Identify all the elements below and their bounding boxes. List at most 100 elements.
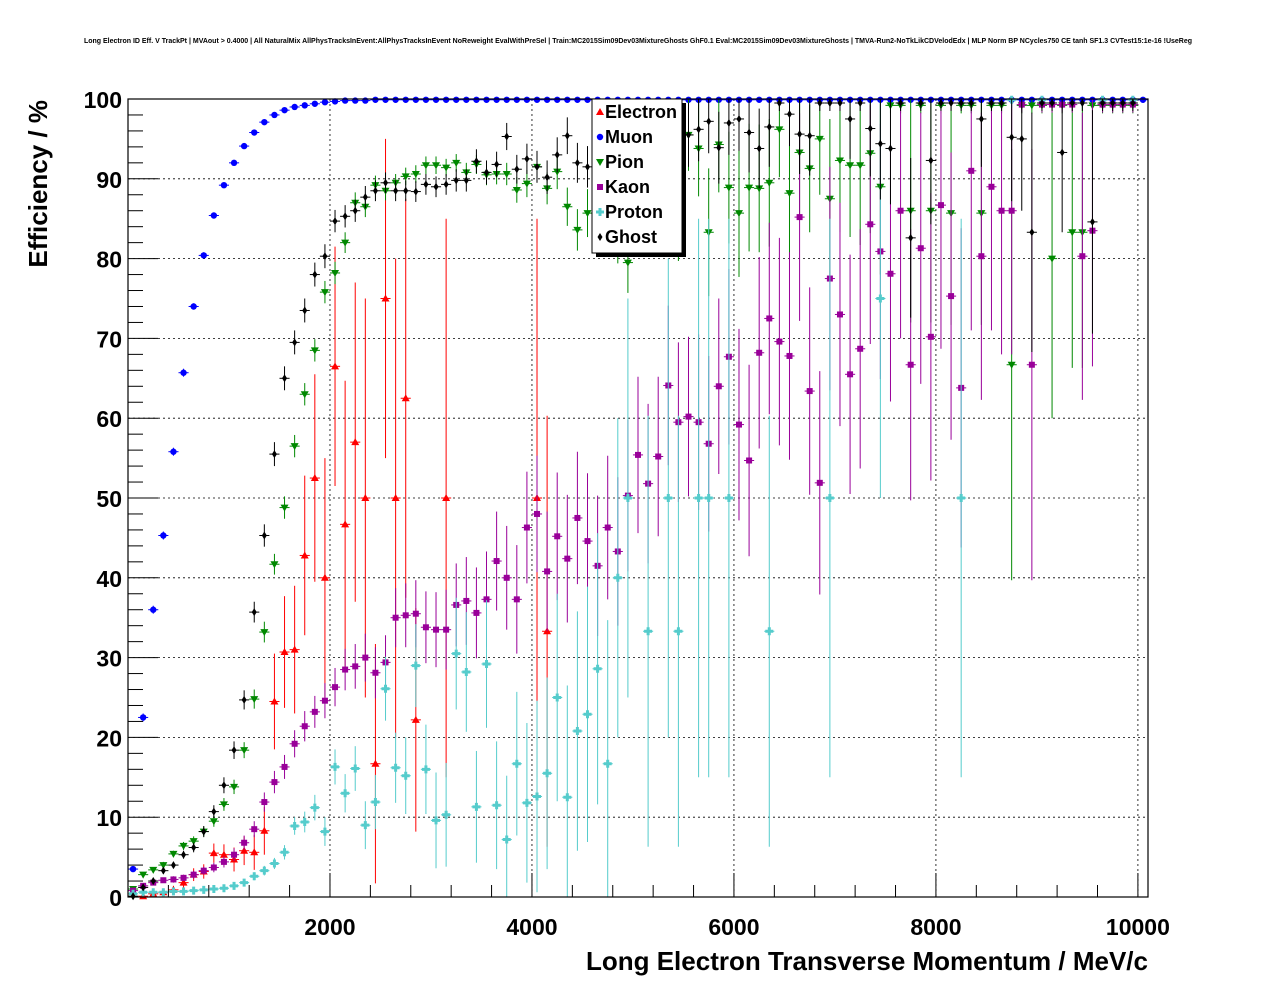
data-point <box>198 825 209 838</box>
x-tick-label: 10000 <box>1106 914 1170 940</box>
data-point <box>340 380 351 668</box>
data-point <box>441 218 452 778</box>
marker <box>382 96 389 103</box>
marker <box>310 803 319 812</box>
marker <box>159 862 168 870</box>
data-point <box>269 553 280 575</box>
data-point <box>1077 98 1088 111</box>
marker <box>715 383 722 390</box>
data-point <box>824 218 835 778</box>
marker <box>179 842 188 850</box>
data-point <box>572 451 583 585</box>
marker <box>1068 229 1077 237</box>
y-tick-label: 10 <box>96 805 122 831</box>
data-point <box>228 741 240 759</box>
marker <box>331 762 340 771</box>
y-tick-label: 20 <box>96 725 122 751</box>
data-point <box>723 99 734 155</box>
marker <box>421 162 430 170</box>
marker <box>320 289 329 297</box>
data-point <box>249 601 260 623</box>
x-axis-title: Long Electron Transverse Momentum / MeV/… <box>586 946 1148 976</box>
data-point <box>269 111 280 119</box>
marker <box>371 759 380 767</box>
marker <box>310 347 319 355</box>
marker <box>300 551 309 559</box>
data-point <box>713 111 724 184</box>
data-point <box>430 96 442 103</box>
marker <box>432 816 441 825</box>
marker <box>402 612 409 619</box>
marker <box>593 664 602 673</box>
marker <box>331 98 339 105</box>
marker <box>411 715 420 723</box>
data-point <box>420 96 431 103</box>
data-point <box>804 99 815 176</box>
data-point <box>895 99 906 339</box>
marker <box>857 345 864 352</box>
x-tick-label: 2000 <box>304 914 355 940</box>
data-point <box>148 877 159 886</box>
data-point <box>329 667 341 707</box>
marker <box>512 759 521 768</box>
marker <box>179 887 188 896</box>
legend-label: Muon <box>605 127 653 147</box>
marker <box>533 792 542 801</box>
marker <box>392 614 399 621</box>
data-point <box>168 447 179 456</box>
data-point <box>754 257 765 449</box>
data-point <box>380 172 391 194</box>
marker <box>402 96 409 103</box>
data-point <box>703 218 714 778</box>
data-point <box>1117 98 1128 111</box>
marker <box>554 533 561 540</box>
data-point <box>188 870 199 879</box>
data-point <box>1097 98 1108 111</box>
marker <box>250 696 259 704</box>
data-point <box>299 298 310 323</box>
data-point <box>683 336 694 497</box>
data-point <box>582 473 593 609</box>
data-point <box>814 99 825 195</box>
data-point <box>390 732 401 803</box>
marker <box>412 96 420 103</box>
data-point <box>299 383 310 406</box>
data-point <box>228 881 240 890</box>
data-point <box>178 887 189 896</box>
marker <box>403 186 409 195</box>
data-point <box>299 102 310 109</box>
data-point <box>279 754 290 779</box>
data-point <box>360 801 371 850</box>
data-point <box>289 730 300 758</box>
marker <box>483 596 490 603</box>
marker <box>199 885 208 894</box>
marker <box>655 453 662 460</box>
data-point <box>249 834 260 870</box>
marker <box>442 164 451 172</box>
marker <box>432 162 441 170</box>
marker <box>260 866 269 875</box>
data-point <box>855 99 866 246</box>
marker <box>766 315 773 322</box>
marker <box>320 827 329 836</box>
marker <box>756 144 762 153</box>
data-point <box>562 187 573 226</box>
data-point <box>451 597 462 710</box>
data-point <box>855 98 866 111</box>
chart-title: Long Electron ID Eff. V TrackPt | MVAout… <box>84 38 1192 45</box>
marker <box>411 661 420 670</box>
marker <box>827 98 833 107</box>
data-point <box>148 888 159 897</box>
data-point <box>299 811 310 833</box>
data-point <box>168 876 179 883</box>
data-point <box>925 193 936 481</box>
data-point <box>501 162 512 186</box>
legend-label: Electron <box>605 102 677 122</box>
data-point <box>370 647 381 699</box>
data-point <box>148 866 159 874</box>
data-point <box>1036 98 1048 111</box>
marker <box>170 861 176 870</box>
data-point <box>511 96 522 103</box>
marker <box>1027 102 1036 110</box>
data-point <box>370 774 381 830</box>
